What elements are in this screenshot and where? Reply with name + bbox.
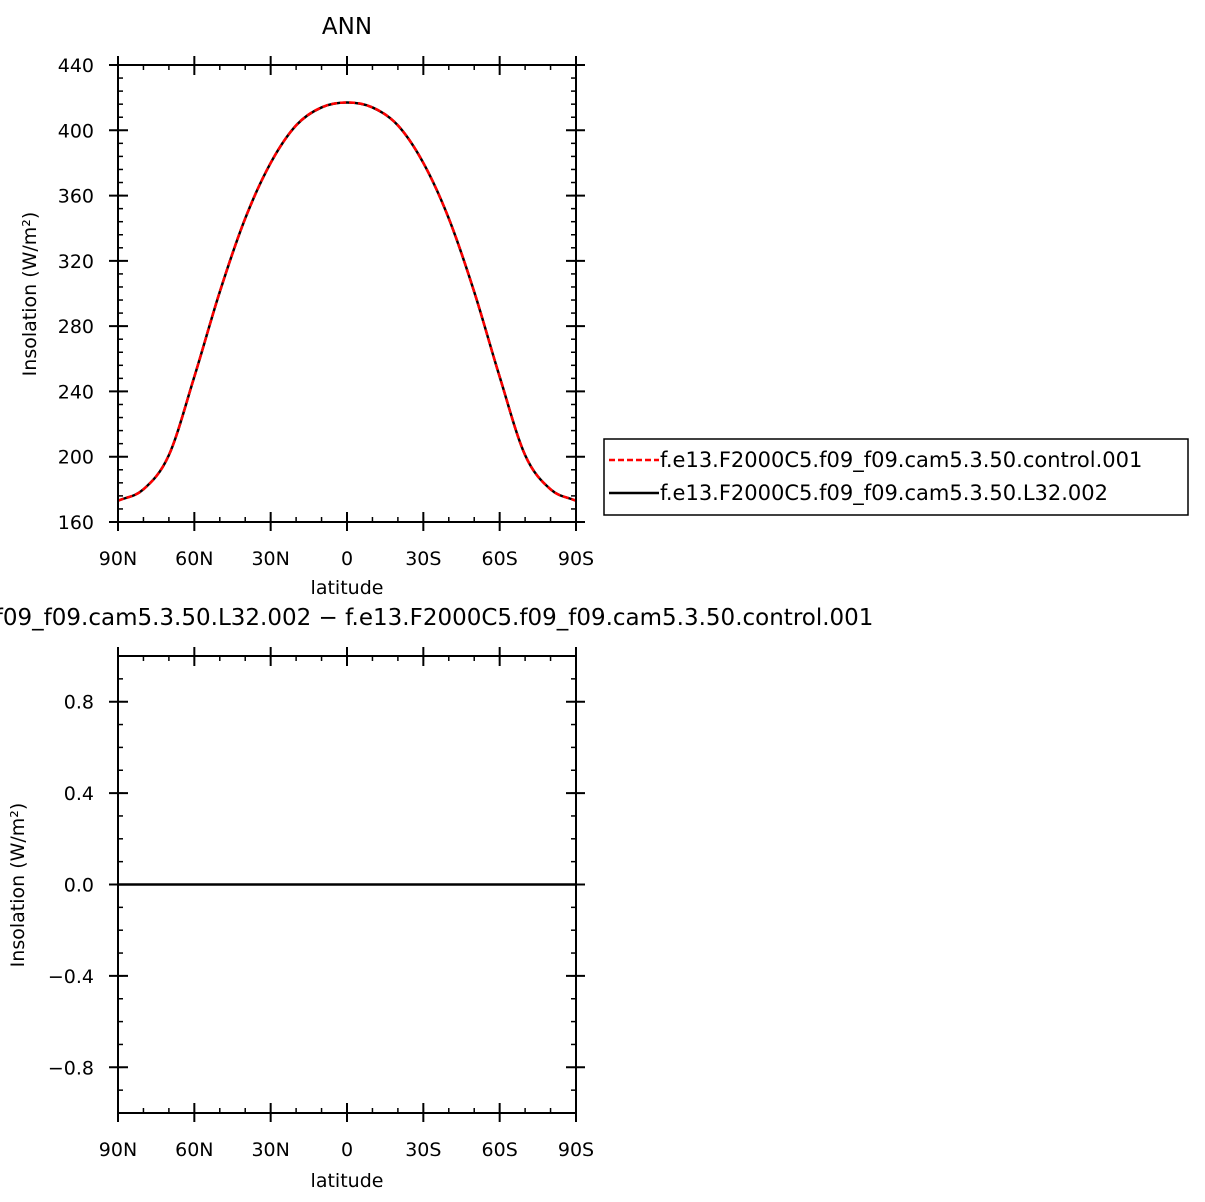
x-tick-label: 60N — [175, 548, 213, 570]
top-minor-ticks — [117, 64, 577, 523]
top-plot-frame — [117, 64, 577, 523]
y-tick-label: 160 — [58, 512, 94, 534]
x-tick-label: 30N — [251, 1139, 289, 1161]
y-tick-label: 0.8 — [64, 692, 94, 714]
x-tick-label: 0 — [341, 1139, 353, 1161]
x-tick-label: 30S — [405, 1139, 441, 1161]
x-tick-label: 30S — [405, 548, 441, 570]
bottom-x-tick-labels: 90N 60N 30N 0 30S 60S 90S — [99, 1139, 594, 1161]
y-tick-label: 0.4 — [64, 783, 94, 805]
y-tick-label: 240 — [58, 381, 94, 403]
bottom-y-axis-title: Insolation (W/m²) — [7, 803, 29, 968]
top-series-lines — [117, 101, 577, 502]
legend: f.e13.F2000C5.f09_f09.cam5.3.50.control.… — [603, 438, 1189, 516]
x-tick-label: 90S — [558, 1139, 594, 1161]
x-tick-label: 90S — [558, 548, 594, 570]
legend-box — [603, 438, 1189, 516]
top-panel: ANN latitude Insolation (W/m²) 90N 60N 30N… — [19, 14, 594, 599]
top-chart-title: ANN — [322, 14, 372, 40]
x-tick-label: 90N — [99, 548, 137, 570]
y-tick-label: 280 — [58, 316, 94, 338]
x-tick-label: 60N — [175, 1139, 213, 1161]
top-major-ticks — [109, 56, 585, 531]
x-tick-label: 60S — [482, 548, 518, 570]
bottom-panel: f.e13.F2000C5.f09_f09.cam5.3.50.L32.002 … — [0, 605, 873, 1192]
top-x-axis-title: latitude — [311, 577, 384, 599]
x-tick-label: 30N — [251, 548, 289, 570]
bottom-x-axis-title: latitude — [311, 1170, 384, 1192]
top-x-tick-labels: 90N 60N 30N 0 30S 60S 90S — [99, 548, 594, 570]
legend-label-l32: f.e13.F2000C5.f09_f09.cam5.3.50.L32.002 — [660, 481, 1108, 506]
bottom-y-tick-labels: 0.8 0.4 0.0 −0.4 −0.8 — [48, 692, 94, 1080]
y-tick-label: 200 — [58, 447, 94, 469]
x-tick-label: 0 — [341, 548, 353, 570]
bottom-plot-frame — [117, 655, 577, 1114]
top-y-tick-labels: 440 400 360 320 280 240 200 160 — [58, 55, 94, 534]
legend-label-control: f.e13.F2000C5.f09_f09.cam5.3.50.control.… — [660, 448, 1142, 473]
bottom-chart-title: f.e13.F2000C5.f09_f09.cam5.3.50.L32.002 … — [0, 605, 873, 631]
y-tick-label: 440 — [58, 55, 94, 77]
series-line-l32 — [117, 101, 577, 502]
y-tick-label: 360 — [58, 186, 94, 208]
y-tick-label: 400 — [58, 120, 94, 142]
y-tick-label: −0.4 — [48, 966, 94, 988]
top-y-axis-title: Insolation (W/m²) — [19, 212, 41, 377]
series-line-control — [117, 101, 577, 502]
y-tick-label: 0.0 — [64, 875, 94, 897]
y-tick-label: −0.8 — [48, 1057, 94, 1079]
y-tick-label: 320 — [58, 251, 94, 273]
x-tick-label: 60S — [482, 1139, 518, 1161]
x-tick-label: 90N — [99, 1139, 137, 1161]
